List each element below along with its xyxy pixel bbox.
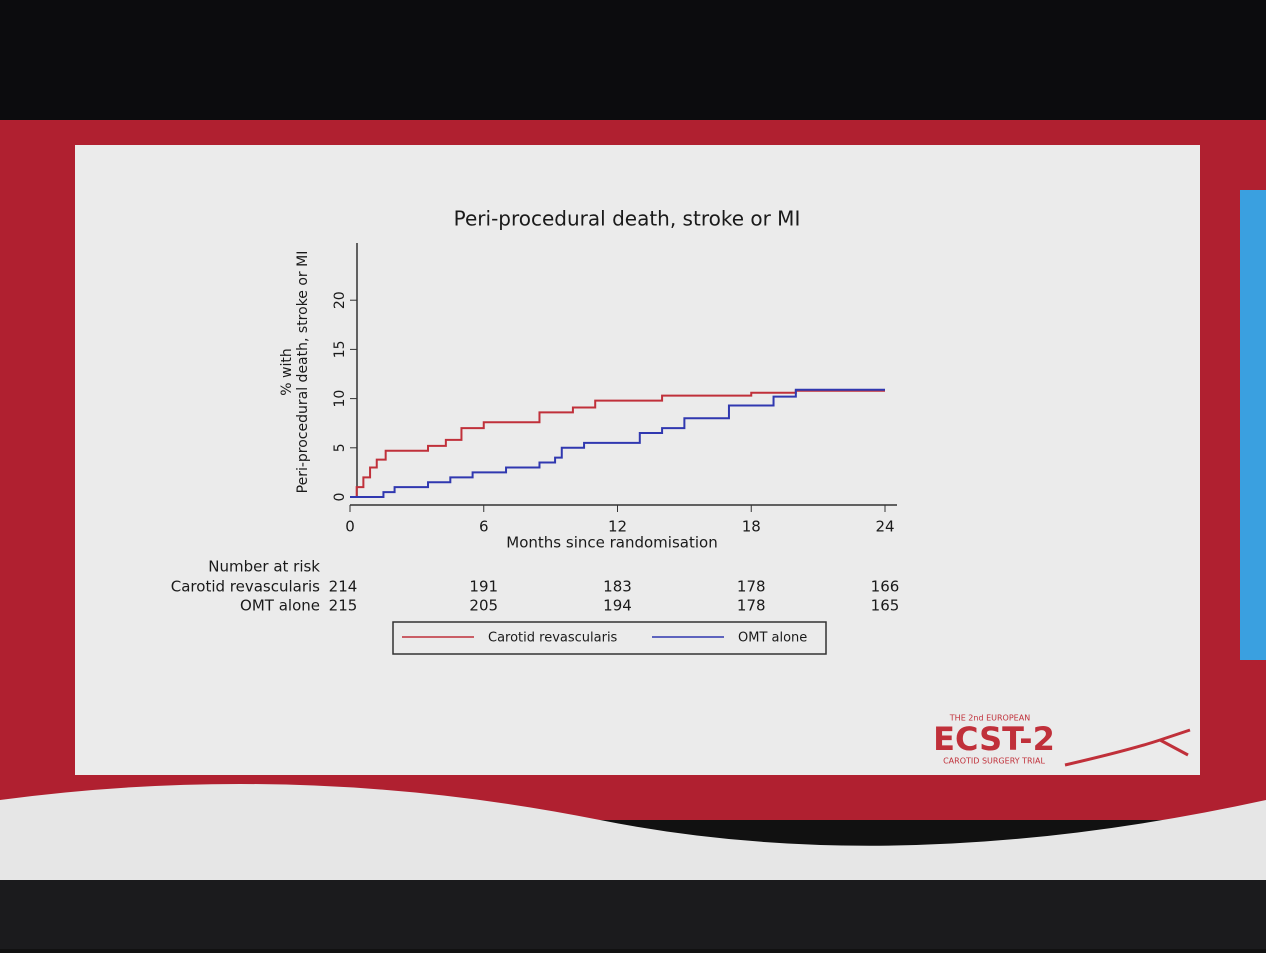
slide	[75, 145, 1200, 775]
legend-label: OMT alone	[738, 631, 807, 646]
km-curve	[350, 388, 885, 498]
risk-title: Number at risk	[208, 558, 320, 576]
y-tick-label: 10	[332, 390, 348, 408]
x-tick-label: 12	[608, 518, 627, 536]
risk-row-label: Carotid revascularis	[171, 578, 320, 596]
y-tick-label: 0	[332, 493, 348, 502]
risk-value: 166	[871, 578, 900, 596]
y-tick-label: 5	[332, 443, 348, 452]
x-tick-label: 18	[742, 518, 761, 536]
risk-value: 165	[871, 597, 900, 615]
x-tick-label: 24	[875, 518, 894, 536]
km-curve	[350, 389, 885, 498]
y-tick-label: 15	[332, 340, 348, 358]
risk-value: 215	[329, 597, 358, 615]
x-label: Months since randomisation	[506, 534, 717, 552]
y-label: % with Peri-procedural death, stroke or …	[279, 251, 311, 494]
risk-row-label: OMT alone	[240, 597, 320, 615]
side-screen	[1240, 190, 1266, 660]
wave	[0, 784, 1266, 880]
legend-box	[392, 621, 827, 655]
risk-value: 191	[469, 578, 498, 596]
risk-value: 205	[469, 597, 498, 615]
risk-value: 178	[737, 578, 766, 596]
x-tick-label: 0	[345, 518, 355, 536]
logo-artery	[1064, 728, 1191, 767]
stage	[0, 880, 1266, 949]
legend-label: Carotid revascularis	[488, 631, 618, 646]
risk-value: 178	[737, 597, 766, 615]
risk-value: 183	[603, 578, 632, 596]
risk-value: 194	[603, 597, 632, 615]
logo-top: THE 2nd EUROPEAN	[949, 714, 1030, 723]
chart-title: Peri-procedural death, stroke or MI	[454, 207, 801, 231]
logo-name: ECST-2	[933, 720, 1055, 758]
y-label-line: % with	[279, 348, 295, 395]
ceiling	[0, 0, 1266, 120]
logo-bottom: CAROTID SURGERY TRIAL	[943, 757, 1045, 766]
y-label-line: Peri-procedural death, stroke or MI	[295, 251, 311, 494]
x-tick-label: 6	[479, 518, 489, 536]
y-tick-label: 20	[332, 291, 348, 309]
risk-value: 214	[329, 578, 358, 596]
